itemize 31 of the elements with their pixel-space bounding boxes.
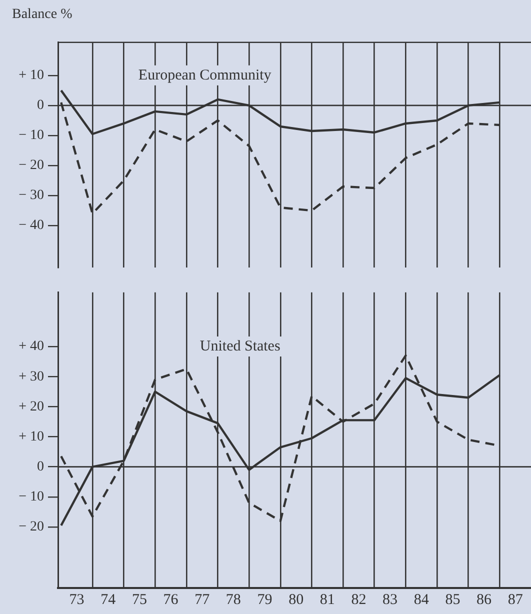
y-tick-label: 0 xyxy=(37,98,44,114)
x-tick-label: 86 xyxy=(476,592,492,608)
x-tick-label: 76 xyxy=(163,592,179,608)
y-tick-label: + 10 xyxy=(18,68,44,84)
y-tick-label: − 30 xyxy=(18,188,44,204)
x-tick-label: 84 xyxy=(414,592,430,608)
x-tick-label: 83 xyxy=(382,592,398,608)
annotation: United States xyxy=(200,338,280,354)
y-tick-label: + 20 xyxy=(18,399,44,414)
y-tick-label: + 40 xyxy=(18,339,44,354)
y-tick-label: − 20 xyxy=(18,520,44,535)
x-tick-label: 82 xyxy=(351,592,366,608)
x-tick-label: 87 xyxy=(508,592,524,608)
y-tick-label: + 30 xyxy=(18,369,44,384)
x-tick-label: 80 xyxy=(288,592,304,608)
x-tick-label: 73 xyxy=(69,592,84,608)
x-tick-label: 77 xyxy=(194,592,210,608)
x-tick-label: 74 xyxy=(100,592,116,608)
x-tick-label: 78 xyxy=(226,592,241,608)
y-tick-label: − 40 xyxy=(18,218,44,234)
y-tick-label: − 10 xyxy=(18,128,44,144)
y-tick-label: + 10 xyxy=(18,429,44,444)
y-axis-title: Balance % xyxy=(11,6,74,24)
y-tick-label: 0 xyxy=(37,459,44,474)
y-tick-label: − 10 xyxy=(18,490,44,505)
annotation: European Community xyxy=(138,67,272,84)
x-tick-label: 75 xyxy=(132,592,147,608)
x-tick-label: 85 xyxy=(445,592,460,608)
y-tick-label: − 20 xyxy=(18,158,44,174)
x-tick-label: 79 xyxy=(257,592,272,608)
x-tick-label: 81 xyxy=(320,592,335,608)
